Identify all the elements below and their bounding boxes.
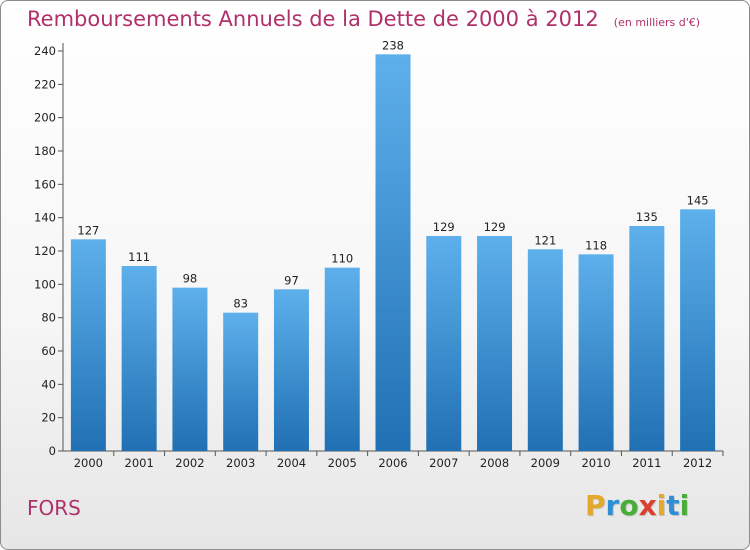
value-label-2001: 111 <box>128 250 150 264</box>
y-tick-label: 240 <box>34 44 56 58</box>
bar-2004 <box>273 289 309 451</box>
y-tick-label: 60 <box>41 344 56 358</box>
value-label-2010: 118 <box>585 238 607 252</box>
y-tick-label: 160 <box>34 177 56 191</box>
bar-2010 <box>578 254 614 451</box>
y-tick-label: 40 <box>41 377 56 391</box>
logo-letter: r <box>605 489 620 522</box>
x-tick-label-2011: 2011 <box>632 456 661 470</box>
x-tick-label-2006: 2006 <box>378 456 407 470</box>
bar-2007 <box>426 236 462 451</box>
y-tick-label: 80 <box>41 311 56 325</box>
y-tick-label: 140 <box>34 211 56 225</box>
chart-subtitle: (en milliers d'€) <box>613 16 701 29</box>
chart-bars <box>70 54 716 451</box>
y-tick-label: 120 <box>34 244 56 258</box>
y-tick-label: 100 <box>34 277 56 291</box>
x-tick-label-2009: 2009 <box>531 456 560 470</box>
logo-letter: o <box>619 489 639 522</box>
x-tick-label-2005: 2005 <box>328 456 357 470</box>
x-tick-label-2008: 2008 <box>480 456 509 470</box>
bar-2002 <box>172 287 208 451</box>
value-label-2011: 135 <box>636 210 658 224</box>
y-tick-label: 220 <box>34 77 56 91</box>
value-label-2002: 98 <box>183 272 198 286</box>
value-label-2008: 129 <box>484 220 506 234</box>
bar-2006 <box>375 54 411 451</box>
x-tick-label-2000: 2000 <box>74 456 103 470</box>
x-tick-label-2002: 2002 <box>175 456 204 470</box>
logo-letter: t <box>666 489 680 522</box>
bar-2008 <box>477 236 513 451</box>
bar-2012 <box>680 209 716 451</box>
bar-2011 <box>629 226 665 451</box>
city-name: FORS <box>27 496 81 520</box>
x-tick-label-2001: 2001 <box>125 456 154 470</box>
value-label-2003: 83 <box>233 297 248 311</box>
x-tick-label-2010: 2010 <box>581 456 610 470</box>
y-tick-label: 180 <box>34 144 56 158</box>
proxiti-logo: Proxiti <box>585 489 689 522</box>
chart-title-row: Remboursements Annuels de la Dette de 20… <box>27 7 700 31</box>
value-label-2000: 127 <box>77 223 99 237</box>
logo-letter: x <box>638 489 657 522</box>
logo-letter: i <box>679 489 690 522</box>
x-tick-label-2007: 2007 <box>429 456 458 470</box>
chart-title: Remboursements Annuels de la Dette de 20… <box>27 7 599 31</box>
value-label-2006: 238 <box>382 38 404 52</box>
bar-2009 <box>527 249 563 451</box>
y-tick-label: 200 <box>34 111 56 125</box>
bar-2001 <box>121 266 157 451</box>
bar-2000 <box>70 239 106 451</box>
y-tick-label: 0 <box>49 444 56 458</box>
logo-letter: P <box>585 489 606 522</box>
logo-letter: i <box>656 489 667 522</box>
chart-axes: 0 20 40 60 80 100 120 140 160 180 200 220 240 <box>34 43 724 458</box>
bar-2003 <box>223 312 259 451</box>
x-tick-label-2004: 2004 <box>277 456 306 470</box>
value-label-2004: 97 <box>284 273 299 287</box>
x-tick-label-2003: 2003 <box>226 456 255 470</box>
y-tick-label: 20 <box>41 411 56 425</box>
value-label-2009: 121 <box>534 233 556 247</box>
x-tick-label-2012: 2012 <box>683 456 712 470</box>
value-label-2012: 145 <box>687 193 709 207</box>
bar-2005 <box>324 267 360 451</box>
value-label-2005: 110 <box>331 252 353 266</box>
value-label-2007: 129 <box>433 220 455 234</box>
chart-labels: 2000 127 2001 111 2002 98 2003 83 2004 97 2005 110 2… <box>74 38 713 470</box>
